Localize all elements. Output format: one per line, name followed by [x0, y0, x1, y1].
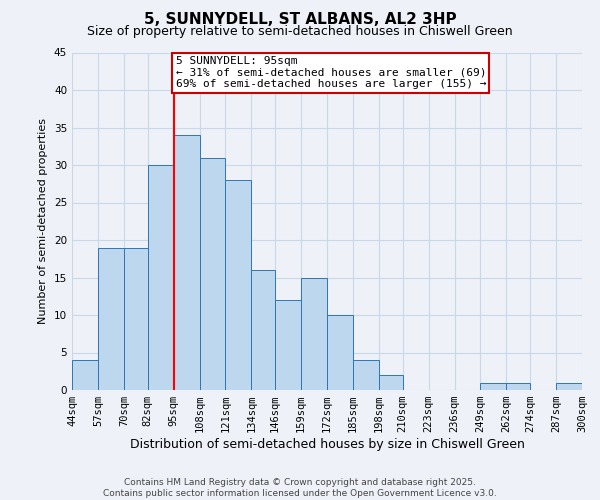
Bar [506, 382, 530, 390]
Text: Size of property relative to semi-detached houses in Chiswell Green: Size of property relative to semi-detach… [87, 25, 513, 38]
Bar [353, 360, 379, 390]
Bar [379, 375, 403, 390]
Bar [173, 135, 199, 390]
Bar [98, 248, 124, 390]
Y-axis label: Number of semi-detached properties: Number of semi-detached properties [38, 118, 49, 324]
Text: 5, SUNNYDELL, ST ALBANS, AL2 3HP: 5, SUNNYDELL, ST ALBANS, AL2 3HP [143, 12, 457, 28]
Bar [275, 300, 301, 390]
Bar [72, 360, 98, 390]
Bar [556, 382, 582, 390]
Bar [124, 248, 148, 390]
Text: Contains HM Land Registry data © Crown copyright and database right 2025.
Contai: Contains HM Land Registry data © Crown c… [103, 478, 497, 498]
Bar [199, 158, 226, 390]
Bar [148, 165, 173, 390]
Bar [226, 180, 251, 390]
Bar [251, 270, 275, 390]
X-axis label: Distribution of semi-detached houses by size in Chiswell Green: Distribution of semi-detached houses by … [130, 438, 524, 451]
Bar [301, 278, 327, 390]
Bar [481, 382, 506, 390]
Bar [327, 315, 353, 390]
Text: 5 SUNNYDELL: 95sqm
← 31% of semi-detached houses are smaller (69)
69% of semi-de: 5 SUNNYDELL: 95sqm ← 31% of semi-detache… [176, 56, 486, 90]
